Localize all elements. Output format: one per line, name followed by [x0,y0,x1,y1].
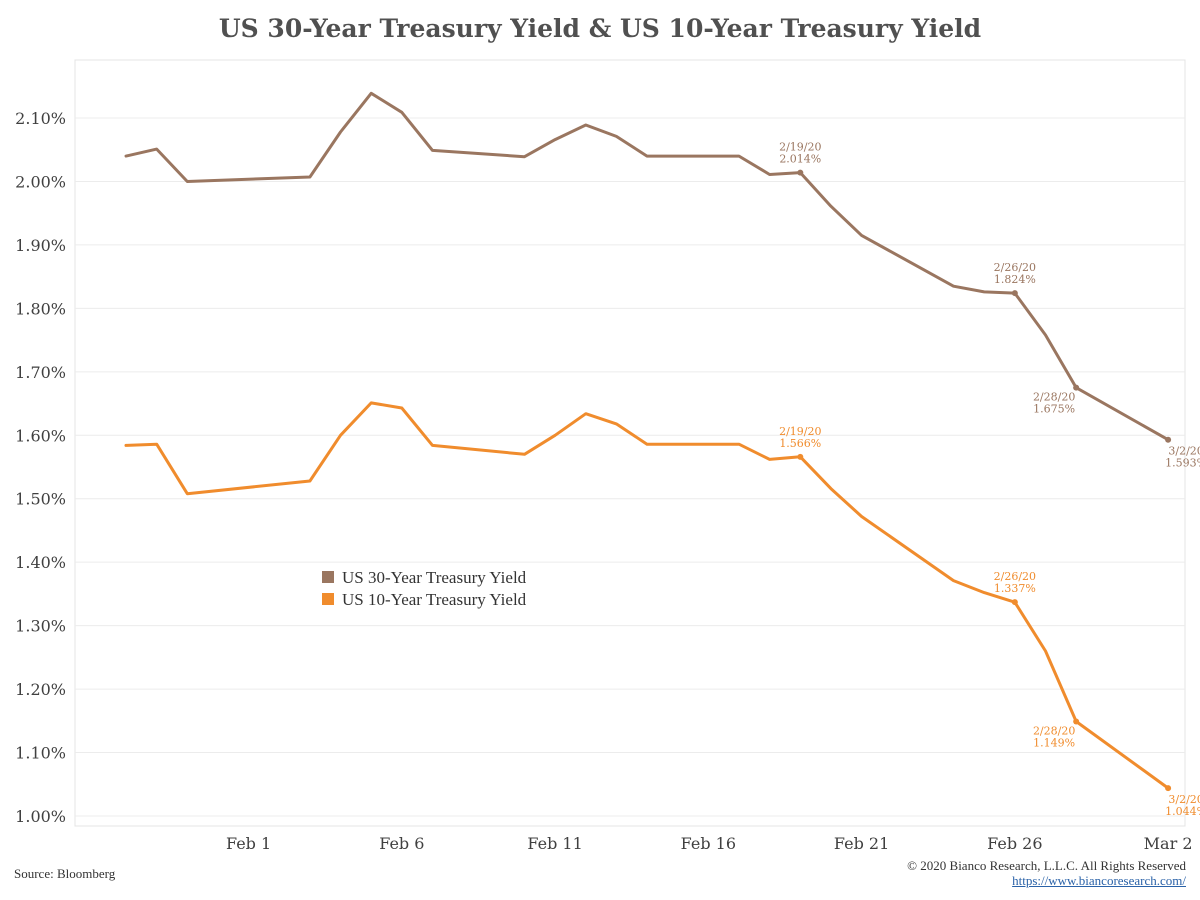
y-tick-label: 1.20% [15,680,66,699]
x-tick-label: Feb 21 [834,834,889,853]
y-tick-label: 1.60% [15,426,66,445]
y-tick-label: 1.80% [15,299,66,318]
website-link[interactable]: https://www.biancoresearch.com/ [1012,873,1186,888]
annotation-marker [797,169,804,176]
x-tick-label: Feb 11 [527,834,582,853]
copyright-block: © 2020 Bianco Research, L.L.C. All Right… [907,858,1186,888]
legend-swatch [322,571,334,583]
series-line-us-30-year [124,91,1170,442]
annotation-value-label: 2.014% [779,153,821,166]
annotation-marker [1073,384,1080,391]
copyright-text: © 2020 Bianco Research, L.L.C. All Right… [907,858,1186,873]
annotation-value-label: 1.675% [1033,403,1075,416]
legend-swatch [322,593,334,605]
annotation-marker [1165,436,1172,443]
annotation-date-label: 3/2/20 [1168,445,1200,458]
y-tick-label: 1.10% [15,744,66,763]
x-tick-label: Feb 16 [681,834,736,853]
annotation-date-label: 2/26/20 [994,261,1036,274]
source-note: Source: Bloomberg [14,866,116,881]
x-tick-label: Mar 2 [1144,834,1193,853]
annotation-value-label: 1.824% [994,273,1036,286]
annotation-value-label: 1.593% [1165,457,1200,470]
annotation-value-label: 1.149% [1033,736,1075,749]
series-line-us-10-year [124,401,1170,790]
x-tick-label: Feb 6 [379,834,424,853]
annotation-marker [1073,718,1080,725]
annotation-date-label: 2/19/20 [779,141,821,154]
annotation-value-label: 1.044% [1165,805,1200,818]
annotation-date-label: 2/26/20 [994,570,1036,583]
plot-area-border [74,59,1186,827]
y-tick-label: 1.40% [15,553,66,572]
y-tick-label: 1.30% [15,617,66,636]
x-tick-label: Feb 26 [987,834,1042,853]
annotation-date-label: 2/28/20 [1033,391,1075,404]
annotation-value-label: 1.337% [994,582,1036,595]
x-tick-label: Feb 1 [226,834,271,853]
y-tick-label: 2.10% [15,109,66,128]
y-tick-label: 2.00% [15,172,66,191]
y-tick-label: 1.00% [15,807,66,826]
y-tick-label: 1.90% [15,236,66,255]
annotation-date-label: 3/2/20 [1168,793,1200,806]
annotation-marker [1011,290,1018,297]
annotation-marker [797,453,804,460]
chart-title: US 30-Year Treasury Yield & US 10-Year T… [218,14,982,43]
legend-label: US 30-Year Treasury Yield [342,568,527,587]
annotation-marker [1011,599,1018,606]
annotation-date-label: 2/28/20 [1033,724,1075,737]
y-tick-label: 1.70% [15,363,66,382]
annotation-marker [1165,785,1172,792]
y-tick-label: 1.50% [15,490,66,509]
annotation-value-label: 1.566% [779,437,821,450]
annotation-date-label: 2/19/20 [779,425,821,438]
legend-label: US 10-Year Treasury Yield [342,590,527,609]
